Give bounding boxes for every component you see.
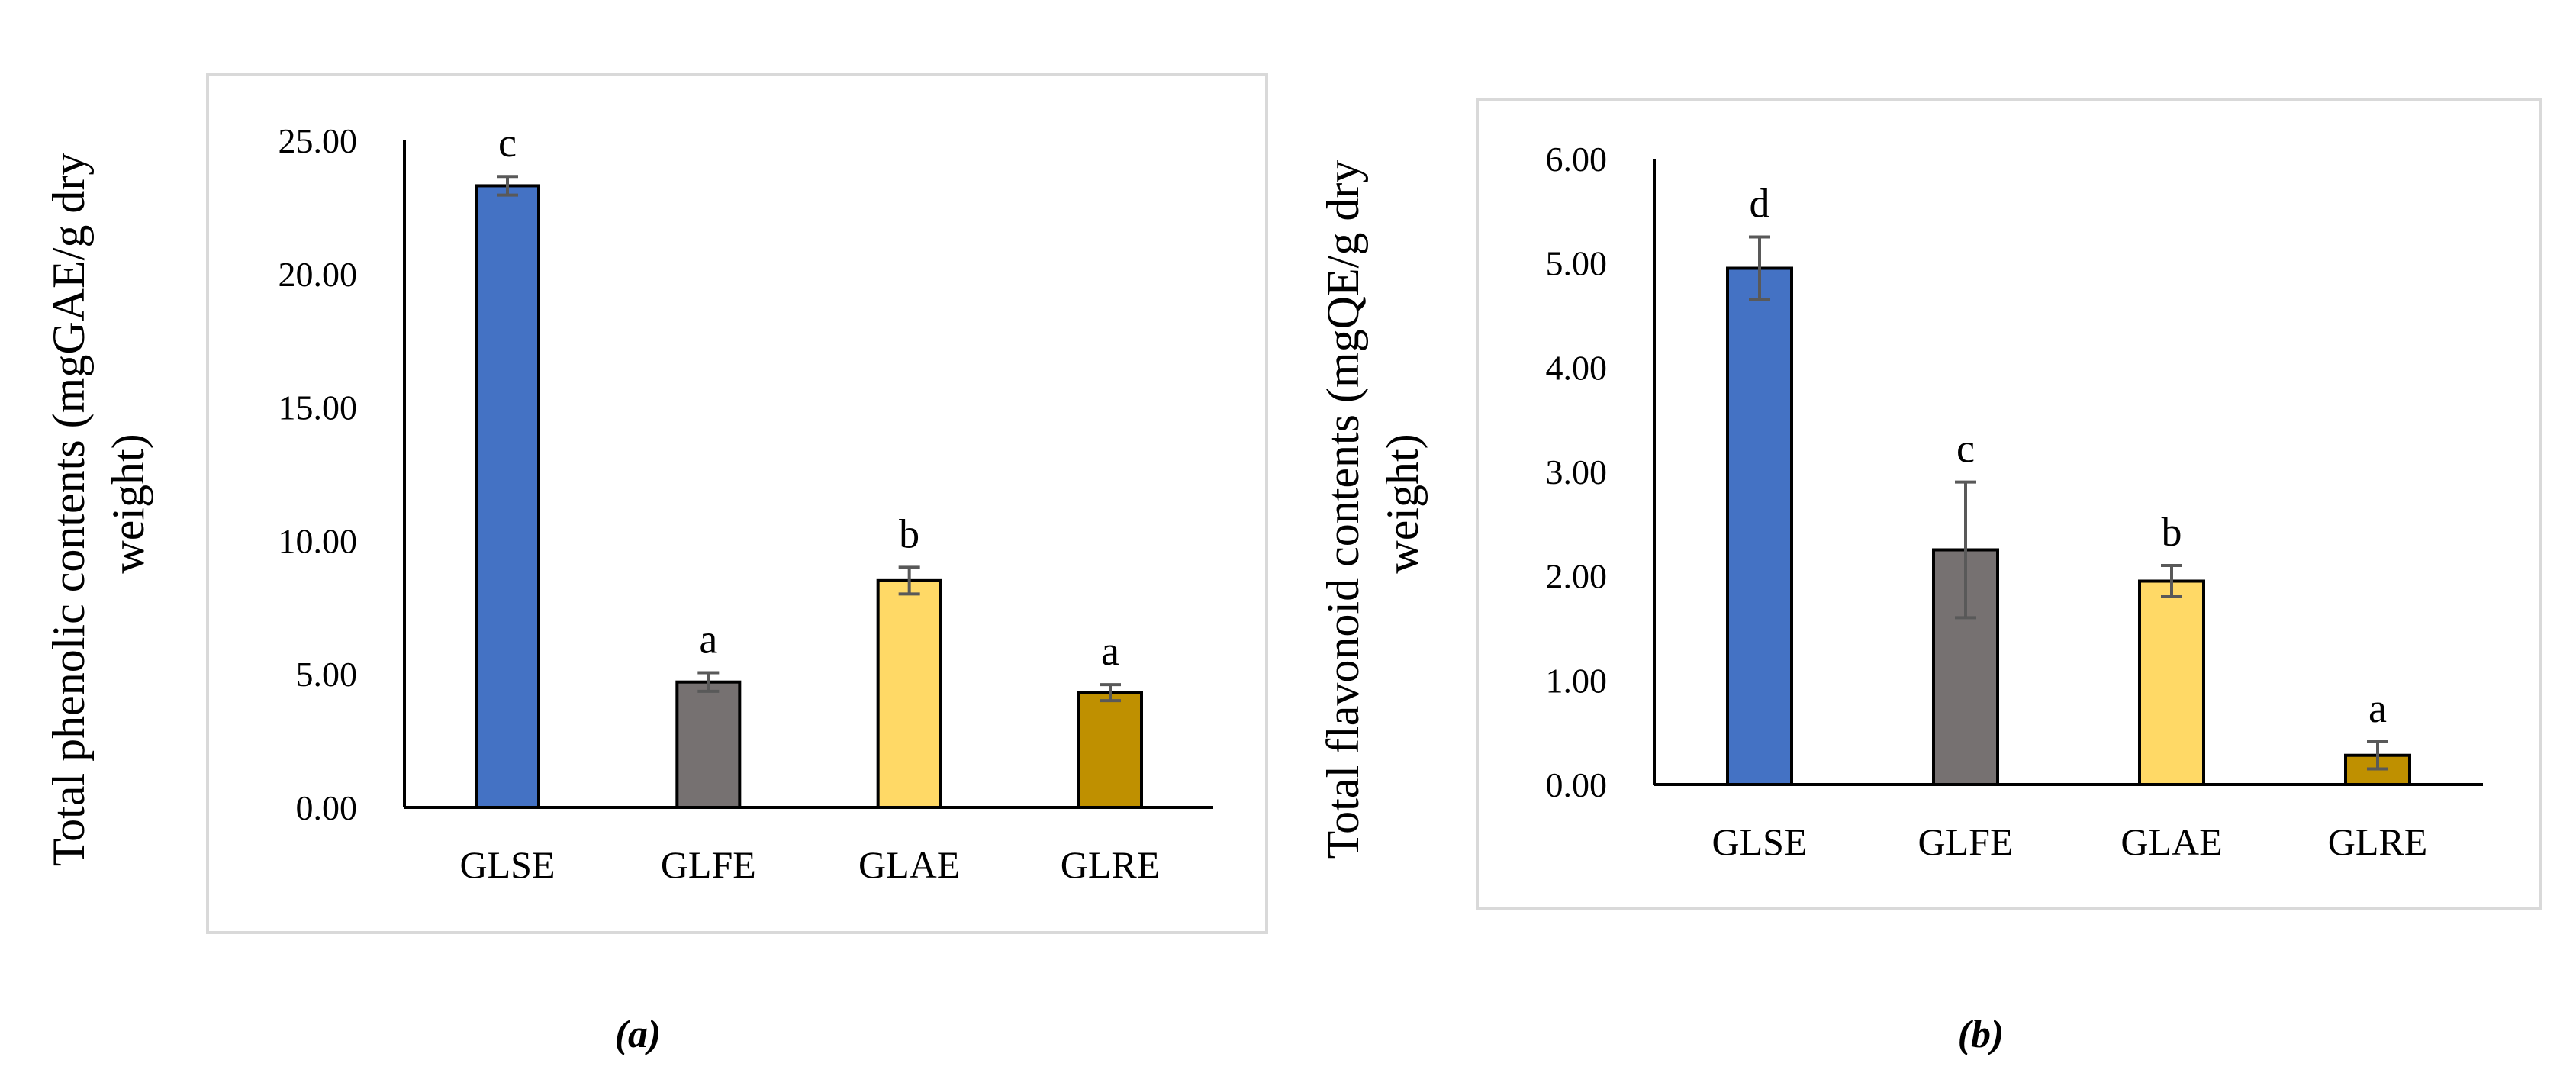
panel-b-category-label-glse: GLSE — [1712, 820, 1808, 863]
panel-a-bar-glfe — [675, 680, 742, 809]
panel-b-plot: 0.00 1.00 2.00 3.00 4.00 5.00 6.00 d GLSE c GLFE b G… — [1546, 140, 2483, 863]
panel-a-ytick-label: 20.00 — [279, 255, 358, 294]
panel-a-ylabel: Total phenolic contents (mgGAE/g dry wei… — [43, 141, 153, 867]
panel-a-significance-label-glre: a — [1101, 628, 1119, 674]
panel-a: Total phenolic contents (mgGAE/g dry wei… — [43, 73, 1268, 1056]
panel-b-bar-glse — [1726, 266, 1793, 786]
panel-a-bar-glse — [475, 184, 540, 809]
panel-b-ylabel: Total flavonoid contents (mgQE/g dry wei… — [1318, 149, 1428, 859]
panel-a-ytick-label: 0.00 — [296, 788, 358, 827]
panel-a-category-label-glfe: GLFE — [661, 843, 756, 886]
panel-a-plot: 0.00 5.00 10.00 15.00 20.00 25.00 c GLSE a GLFE b G… — [279, 120, 1213, 886]
panel-b-ytick-label: 2.00 — [1546, 557, 1608, 596]
panel-b-significance-label-glse: d — [1750, 181, 1770, 227]
panel-a-category-label-glae: GLAE — [858, 843, 960, 886]
panel-b-ytick-label: 4.00 — [1546, 348, 1608, 387]
panel-a-ytick-label: 5.00 — [296, 655, 358, 694]
panel-a-significance-label-glse: c — [498, 120, 517, 166]
panel-b-ylabel-line-1: Total flavonoid contents (mgQE/g dry — [1318, 160, 1368, 859]
panel-b-significance-label-glre: a — [2368, 685, 2387, 731]
panel-b-ytick-label: 1.00 — [1546, 661, 1608, 700]
panel-a-significance-label-glae: b — [899, 511, 919, 556]
panel-b-category-label-glre: GLRE — [2328, 820, 2428, 863]
panel-b-ytick-label: 3.00 — [1546, 453, 1608, 491]
panel-b-significance-label-glfe: c — [1956, 426, 1975, 472]
panel-b-caption: (b) — [1958, 1013, 2004, 1056]
panel-b-category-label-glfe: GLFE — [1918, 820, 2014, 863]
panel-a-significance-label-glfe: a — [699, 616, 717, 662]
panel-b-ytick-label: 5.00 — [1546, 244, 1608, 283]
panel-a-caption: (a) — [615, 1013, 662, 1056]
panel-b-ylabel-line-2: weight) — [1377, 433, 1428, 573]
panel-a-ylabel-line-1: Total phenolic contents (mgGAE/g dry — [43, 153, 94, 867]
panel-a-category-label-glse: GLSE — [460, 843, 555, 886]
panel-b: Total flavonoid contents (mgQE/g dry wei… — [1318, 98, 2542, 1056]
panel-a-ytick-label: 25.00 — [279, 121, 358, 160]
panel-a-ytick-label: 10.00 — [279, 521, 358, 560]
panel-b-ytick-label: 6.00 — [1546, 140, 1608, 179]
panel-b-significance-label-glae: b — [2162, 509, 2182, 555]
panel-a-ylabel-line-2: weight) — [103, 433, 153, 573]
panel-b-ytick-label: 0.00 — [1546, 765, 1608, 804]
panel-a-bar-glre — [1077, 691, 1143, 809]
panel-a-ytick-label: 15.00 — [279, 388, 358, 427]
panel-b-category-label-glae: GLAE — [2120, 820, 2222, 863]
panel-a-bar-glae — [876, 578, 942, 810]
panel-a-category-label-glre: GLRE — [1061, 843, 1161, 886]
panel-b-frame — [1476, 98, 2542, 910]
panel-b-bar-glae — [2138, 579, 2205, 786]
